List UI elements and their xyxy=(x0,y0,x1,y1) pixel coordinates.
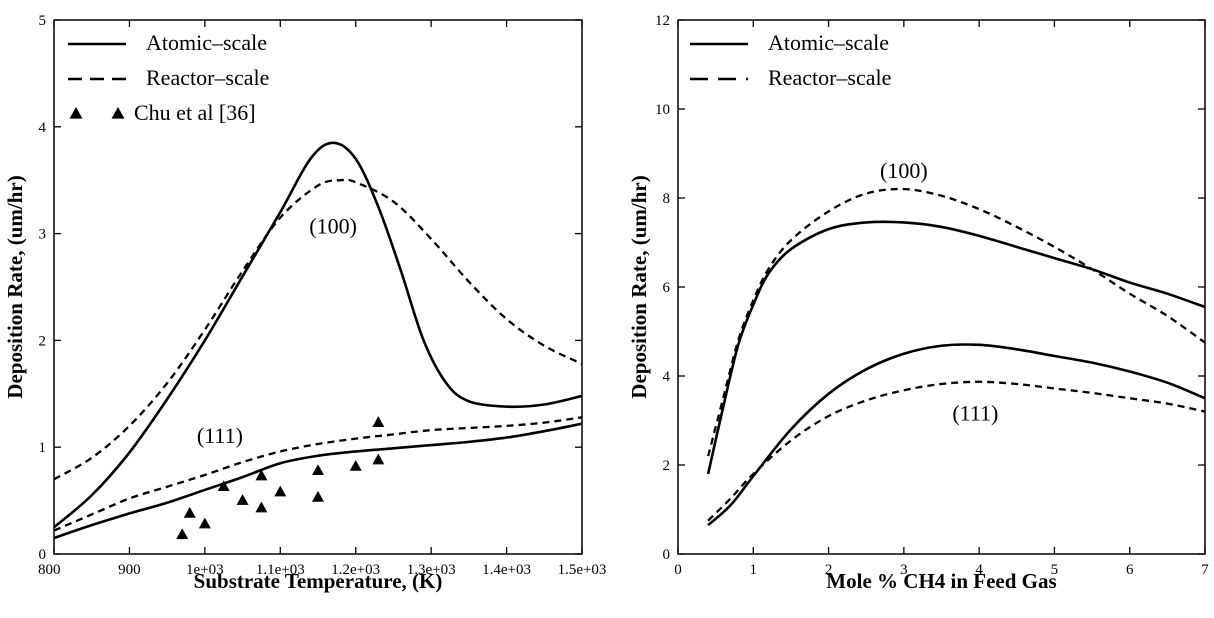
x-tick-label: 1.2e+03 xyxy=(331,562,380,578)
y-tick-label: 0 xyxy=(663,547,671,563)
x-tick-label: 4 xyxy=(975,562,983,578)
y-tick-label: 5 xyxy=(39,13,47,29)
y-tick-label: 6 xyxy=(663,280,671,296)
y-axis-label: Deposition Rate, (um/hr) xyxy=(627,175,651,398)
legend-label: Atomic–scale xyxy=(146,30,267,55)
data-point-triangle xyxy=(176,528,189,540)
y-tick-label: 4 xyxy=(39,120,47,136)
data-point-triangle xyxy=(372,416,385,427)
reactor-scale-100-line xyxy=(54,178,582,481)
annotation-label: (100) xyxy=(309,214,357,239)
x-axis-label: Substrate Temperature, (K) xyxy=(194,569,443,593)
y-tick-label: 12 xyxy=(655,13,670,29)
y-tick-label: 8 xyxy=(663,191,671,207)
series-chu-et-al-markers xyxy=(176,416,385,540)
data-point-triangle xyxy=(274,485,287,497)
legend-triangle-swatch xyxy=(69,106,83,119)
data-point-triangle xyxy=(217,480,230,492)
plot-frame xyxy=(677,19,1206,555)
data-point-triangle xyxy=(312,464,324,476)
legend-label: Reactor–scale xyxy=(146,65,269,90)
x-tick-label: 800 xyxy=(38,562,61,578)
x-tick-label: 1e+03 xyxy=(186,562,224,578)
annotation-label: (111) xyxy=(197,423,243,448)
atomic-scale-100-line xyxy=(54,141,582,529)
x-tick-label: 3 xyxy=(900,562,908,578)
y-tick-label: 10 xyxy=(655,102,670,118)
y-tick-label: 2 xyxy=(39,333,47,349)
x-tick-label: 1.1e+03 xyxy=(256,562,305,578)
data-point-triangle xyxy=(183,506,196,518)
data-point-triangle xyxy=(255,469,268,481)
annotation-label: (111) xyxy=(952,401,998,426)
x-tick-label: 900 xyxy=(118,562,141,578)
x-tick-label: 1.5e+03 xyxy=(558,562,607,578)
legend-triangle-swatch xyxy=(111,106,125,119)
x-tick-label: 1.3e+03 xyxy=(407,562,456,578)
x-tick-label: 6 xyxy=(1126,562,1134,578)
y-tick-label: 0 xyxy=(39,547,47,563)
data-point-triangle xyxy=(236,494,249,505)
data-point-triangle xyxy=(372,453,385,465)
x-tick-label: 5 xyxy=(1051,562,1059,578)
y-tick-label: 4 xyxy=(663,369,671,385)
data-point-triangle xyxy=(255,501,268,513)
x-tick-label: 0 xyxy=(674,562,682,578)
data-point-triangle xyxy=(312,490,324,502)
legend-label: Chu et al [36] xyxy=(134,100,256,125)
atomic-scale-100-line xyxy=(706,220,1205,475)
annotation-label: (100) xyxy=(880,158,928,183)
legend: Atomic–scale Reactor–scale Chu et al [36] xyxy=(68,30,269,125)
x-tick-label: 2 xyxy=(825,562,833,578)
plot-frame xyxy=(53,19,583,555)
reactor-scale-111-line xyxy=(707,380,1205,522)
reactor-scale-111-line xyxy=(54,416,582,532)
data-point-triangle xyxy=(349,459,362,471)
y-tick-label: 1 xyxy=(39,440,47,456)
x-tick-label: 1.4e+03 xyxy=(482,562,531,578)
x-tick-label: 1 xyxy=(750,562,758,578)
atomic-scale-111-line xyxy=(54,422,582,540)
atomic-scale-111-line xyxy=(707,343,1205,527)
data-point-triangle xyxy=(198,517,211,529)
y-axis-label: Deposition Rate, (um/hr) xyxy=(3,175,27,398)
x-axis-label: Mole % CH4 in Feed Gas xyxy=(826,569,1056,593)
chart-1: 800 900 1e+03 1.1e+03 1.2e+03 1.3e+03 1.4e+03 1… xyxy=(3,13,606,593)
legend: Atomic–scale Reactor–scale xyxy=(690,30,891,90)
legend-label: Reactor–scale xyxy=(768,65,891,90)
reactor-scale-100-line xyxy=(707,187,1205,457)
y-tick-label: 2 xyxy=(663,458,671,474)
legend-label: Atomic–scale xyxy=(768,30,889,55)
x-tick-label: 7 xyxy=(1201,562,1209,578)
y-tick-label: 3 xyxy=(39,227,47,243)
